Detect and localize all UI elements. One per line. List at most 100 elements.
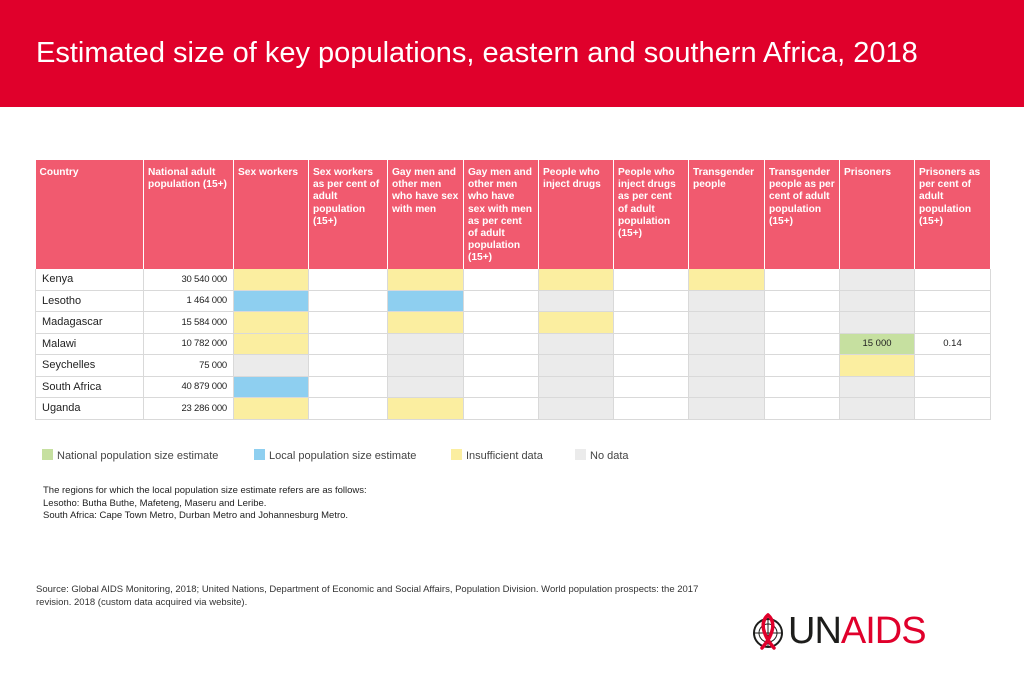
data-cell: [914, 268, 991, 291]
country-cell: Lesotho: [35, 290, 144, 313]
data-cell: [688, 397, 765, 420]
population-cell: 10 782 000: [143, 333, 234, 356]
legend-swatch: [42, 449, 53, 460]
data-cell: [914, 311, 991, 334]
population-cell: 30 540 000: [143, 268, 234, 291]
column-header: Transgender people: [688, 160, 765, 269]
legend-item-no-data: No data: [575, 449, 629, 462]
title-banner: Estimated size of key populations, easte…: [0, 0, 1024, 107]
country-cell: Seychelles: [35, 354, 144, 377]
data-cell: [387, 311, 464, 334]
column-header: People who inject drugs: [538, 160, 614, 269]
data-cell: [764, 290, 840, 313]
data-cell: [463, 311, 539, 334]
data-cell: [233, 311, 309, 334]
data-cell: [387, 268, 464, 291]
regions-note: The regions for which the local populati…: [43, 485, 367, 523]
data-cell: [463, 333, 539, 356]
country-cell: Uganda: [35, 397, 144, 420]
data-cell: [463, 354, 539, 377]
data-cell: 15 000: [839, 333, 915, 356]
table-row: Malawi 10 782 000 15 000 0.14: [35, 333, 991, 356]
data-cell: [764, 354, 840, 377]
note-line: Lesotho: Butha Buthe, Mafeteng, Maseru a…: [43, 497, 267, 509]
data-cell: [839, 311, 915, 334]
data-cell: [839, 397, 915, 420]
logo-wordmark: UNAIDS: [788, 610, 927, 653]
data-cell: [308, 376, 388, 399]
legend-label: Local population size estimate: [269, 450, 417, 462]
legend-item-national: National population size estimate: [42, 449, 218, 462]
column-header: Gay men and other men who have sex with …: [387, 160, 464, 269]
data-cell: [308, 311, 388, 334]
data-cell: [688, 311, 765, 334]
data-cell: [308, 397, 388, 420]
population-cell: 75 000: [143, 354, 234, 377]
data-cell: [308, 354, 388, 377]
table-row: Lesotho 1 464 000: [35, 290, 991, 313]
data-cell: 0.14: [914, 333, 991, 356]
data-cell: [764, 311, 840, 334]
data-cell: [308, 268, 388, 291]
column-header: Transgender people as per cent of adult …: [764, 160, 840, 269]
data-cell: [233, 333, 309, 356]
logo-text-aids: AIDS: [840, 610, 927, 652]
data-cell: [688, 290, 765, 313]
population-cell: 23 286 000: [143, 397, 234, 420]
data-cell: [538, 376, 614, 399]
data-cell: [914, 354, 991, 377]
table-row: Seychelles 75 000: [35, 354, 991, 377]
data-cell: [914, 376, 991, 399]
data-cell: [839, 376, 915, 399]
column-header: Prisoners as per cent of adult populatio…: [914, 160, 991, 269]
data-cell: [387, 397, 464, 420]
data-cell: [914, 397, 991, 420]
table-row: South Africa 40 879 000: [35, 376, 991, 399]
country-cell: Madagascar: [35, 311, 144, 334]
data-cell: [308, 333, 388, 356]
column-header: Gay men and other men who have sex with …: [463, 160, 539, 269]
key-populations-table: Country National adult population (15+) …: [35, 160, 991, 420]
population-cell: 40 879 000: [143, 376, 234, 399]
data-cell: [538, 354, 614, 377]
population-cell: 15 584 000: [143, 311, 234, 334]
data-cell: [688, 376, 765, 399]
column-header: National adult population (15+): [143, 160, 234, 269]
data-cell: [764, 268, 840, 291]
country-cell: Malawi: [35, 333, 144, 356]
table-header-row: Country National adult population (15+) …: [35, 160, 991, 269]
data-cell: [764, 376, 840, 399]
data-cell: [538, 268, 614, 291]
data-cell: [387, 376, 464, 399]
column-header: Sex workers: [233, 160, 309, 269]
data-cell: [463, 376, 539, 399]
legend-swatch: [575, 449, 586, 460]
data-cell: [233, 290, 309, 313]
data-cell: [688, 333, 765, 356]
data-cell: [233, 376, 309, 399]
legend-item-insufficient: Insufficient data: [451, 449, 543, 462]
data-cell: [538, 333, 614, 356]
population-cell: 1 464 000: [143, 290, 234, 313]
table-row: Kenya 30 540 000: [35, 268, 991, 291]
data-cell: [613, 290, 689, 313]
table-body: Kenya 30 540 000 Lesotho 1 464 000 Madagasca…: [35, 268, 991, 420]
data-cell: [463, 397, 539, 420]
legend-swatch: [451, 449, 462, 460]
data-cell: [839, 354, 915, 377]
country-cell: Kenya: [35, 268, 144, 291]
data-cell: [538, 397, 614, 420]
data-cell: [233, 354, 309, 377]
data-cell: [233, 397, 309, 420]
column-header: People who inject drugs as per cent of a…: [613, 160, 689, 269]
column-header: Prisoners: [839, 160, 915, 269]
data-cell: [613, 268, 689, 291]
data-cell: [538, 311, 614, 334]
data-cell: [463, 290, 539, 313]
data-cell: [764, 397, 840, 420]
data-cell: [613, 397, 689, 420]
legend-item-local: Local population size estimate: [254, 449, 416, 462]
data-cell: [538, 290, 614, 313]
data-cell: [387, 333, 464, 356]
note-line: The regions for which the local populati…: [43, 485, 367, 496]
